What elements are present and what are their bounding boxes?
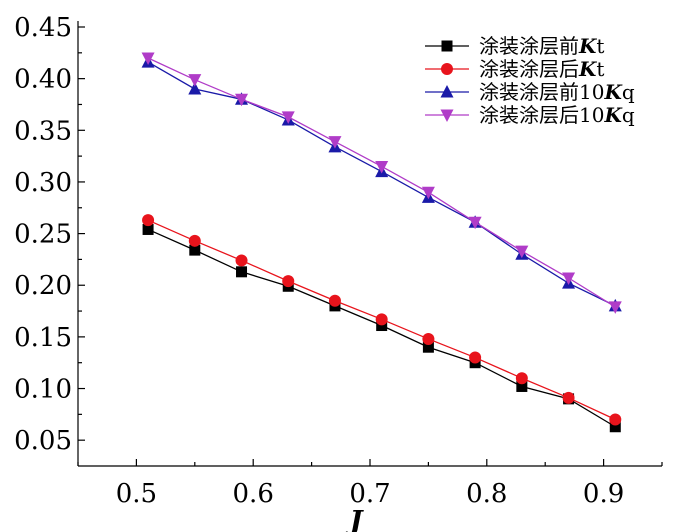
data-point: [188, 234, 201, 247]
data-point: [421, 186, 435, 200]
data-point: [469, 351, 482, 364]
x-tick-label: 0.7: [349, 479, 390, 509]
data-point: [422, 332, 435, 345]
legend-marker: [441, 63, 453, 75]
legend-label: 涂装涂层后Kt: [479, 57, 604, 81]
y-tick-label: 0.25: [14, 220, 72, 250]
legend-marker: [441, 40, 453, 52]
y-tick-label: 0.30: [14, 168, 72, 198]
x-tick-label: 0.6: [233, 479, 274, 509]
series-kq-3: [141, 52, 622, 314]
data-point: [236, 266, 248, 278]
x-tick-label: 0.9: [583, 479, 624, 509]
data-point: [375, 160, 389, 174]
x-tick-label: 0.5: [116, 479, 157, 509]
data-point: [608, 301, 622, 314]
x-axis-title: J: [345, 506, 365, 532]
data-point: [142, 214, 155, 227]
data-point: [468, 216, 482, 230]
data-point: [188, 74, 202, 87]
legend-entry: 涂装涂层前10Kq: [425, 80, 635, 104]
data-point: [609, 421, 621, 433]
data-point: [562, 391, 575, 404]
series-layer: [141, 52, 622, 433]
y-tick-label: 0.45: [14, 13, 72, 43]
data-point: [375, 313, 388, 326]
y-tick-label: 0.05: [14, 426, 72, 456]
data-point: [422, 341, 434, 353]
axes: 0.05 0.10 0.15 0.20 0.25 0.30 0.35 0.40 0.45 0.5 0…: [14, 13, 663, 509]
data-point: [188, 81, 202, 95]
data-point: [189, 244, 201, 256]
data-point: [562, 272, 576, 286]
data-point: [609, 413, 622, 426]
data-point: [328, 294, 341, 307]
series-kt-1: [142, 214, 622, 426]
legend-label: 涂装涂层前10Kq: [479, 80, 635, 104]
legend-entry: 涂装涂层前Kt: [425, 34, 604, 58]
legend-label: 涂装涂层前Kt: [479, 34, 604, 58]
y-tick-label: 0.10: [14, 375, 72, 405]
data-point: [235, 93, 249, 107]
legend-label: 涂装涂层后10Kq: [479, 103, 635, 127]
data-point: [328, 136, 342, 149]
y-tick-label: 0.15: [14, 323, 72, 353]
data-point: [235, 254, 248, 267]
y-tick-label: 0.40: [14, 65, 72, 95]
data-point: [516, 380, 528, 392]
data-point: [142, 223, 154, 235]
legend-marker: [440, 85, 454, 98]
data-point: [376, 320, 388, 332]
series-kt-0: [142, 223, 621, 433]
data-point: [515, 245, 529, 259]
legend-marker: [440, 109, 454, 122]
x-tick-label: 0.8: [466, 479, 507, 509]
data-point: [282, 275, 295, 288]
data-point: [281, 111, 295, 124]
y-tick-label: 0.35: [14, 116, 72, 146]
data-point: [141, 52, 155, 65]
data-point: [515, 372, 528, 385]
legend-entry: 涂装涂层后10Kq: [425, 103, 635, 127]
y-tick-label: 0.20: [14, 271, 72, 301]
legend-entry: 涂装涂层后Kt: [425, 57, 604, 81]
